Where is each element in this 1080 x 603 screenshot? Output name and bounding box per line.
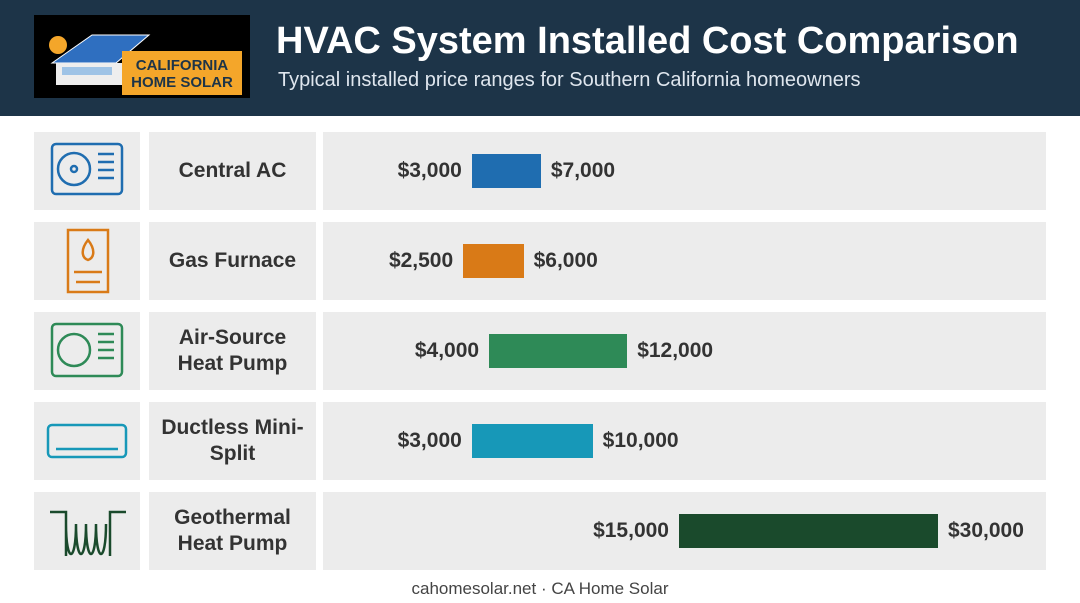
- category-label: Air-Source Heat Pump: [149, 312, 316, 390]
- low-value-label: $4,000: [414, 339, 480, 362]
- category-label: Gas Furnace: [149, 222, 316, 300]
- high-value-label: $6,000: [533, 249, 598, 272]
- bar-cell: [323, 312, 1046, 390]
- icon-cell: [34, 402, 140, 480]
- bar-cell: [323, 132, 1046, 210]
- category-text: Geothermal Heat Pump: [174, 506, 291, 555]
- category-label: Geothermal Heat Pump: [149, 492, 316, 570]
- category-label: Central AC: [149, 132, 316, 210]
- high-value-label: $12,000: [637, 339, 714, 362]
- logo-art: CALIFORNIA HOME SOLAR: [49, 34, 242, 95]
- high-value-label: $30,000: [948, 519, 1024, 542]
- label-cell: [149, 402, 316, 480]
- range-bar: [679, 514, 938, 548]
- logo-text: CALIFORNIA: [136, 57, 229, 74]
- logo-text: HOME SOLAR: [131, 74, 233, 91]
- category-text: Gas Furnace: [168, 249, 297, 272]
- range-bar: [489, 334, 628, 368]
- icons: [46, 142, 128, 556]
- footer: cahomesolar.net · CA Home Solar: [411, 579, 669, 598]
- subtitle: Typical installed price ranges for South…: [278, 69, 861, 91]
- label-cell: [149, 222, 316, 300]
- category-text: Central AC: [178, 159, 287, 182]
- high-value-label: $7,000: [550, 159, 616, 182]
- low-value-label: $3,000: [397, 429, 462, 452]
- logo: CALIFORNIA HOME SOLAR: [34, 15, 250, 98]
- bar-cell: [323, 222, 1046, 300]
- label-cell: [149, 312, 316, 390]
- label-cell: [149, 492, 316, 570]
- range-bar: [471, 154, 541, 188]
- bar-cell: [323, 402, 1046, 480]
- high-value-label: $10,000: [602, 429, 679, 452]
- low-value-label: $15,000: [593, 519, 669, 542]
- label-cell: [149, 132, 316, 210]
- low-value-label: $2,500: [388, 249, 454, 272]
- low-value-label: $3,000: [397, 159, 462, 182]
- range-bar: [463, 244, 524, 278]
- category-label: Ductless Mini-Split: [149, 402, 316, 480]
- category-text: Ductless Mini-Split: [161, 416, 304, 465]
- category-text: Air-Source Heat Pump: [177, 326, 288, 375]
- range-bar: [471, 424, 593, 458]
- title: HVAC System Installed Cost Comparison: [276, 20, 1019, 62]
- icon-cell: [34, 222, 140, 300]
